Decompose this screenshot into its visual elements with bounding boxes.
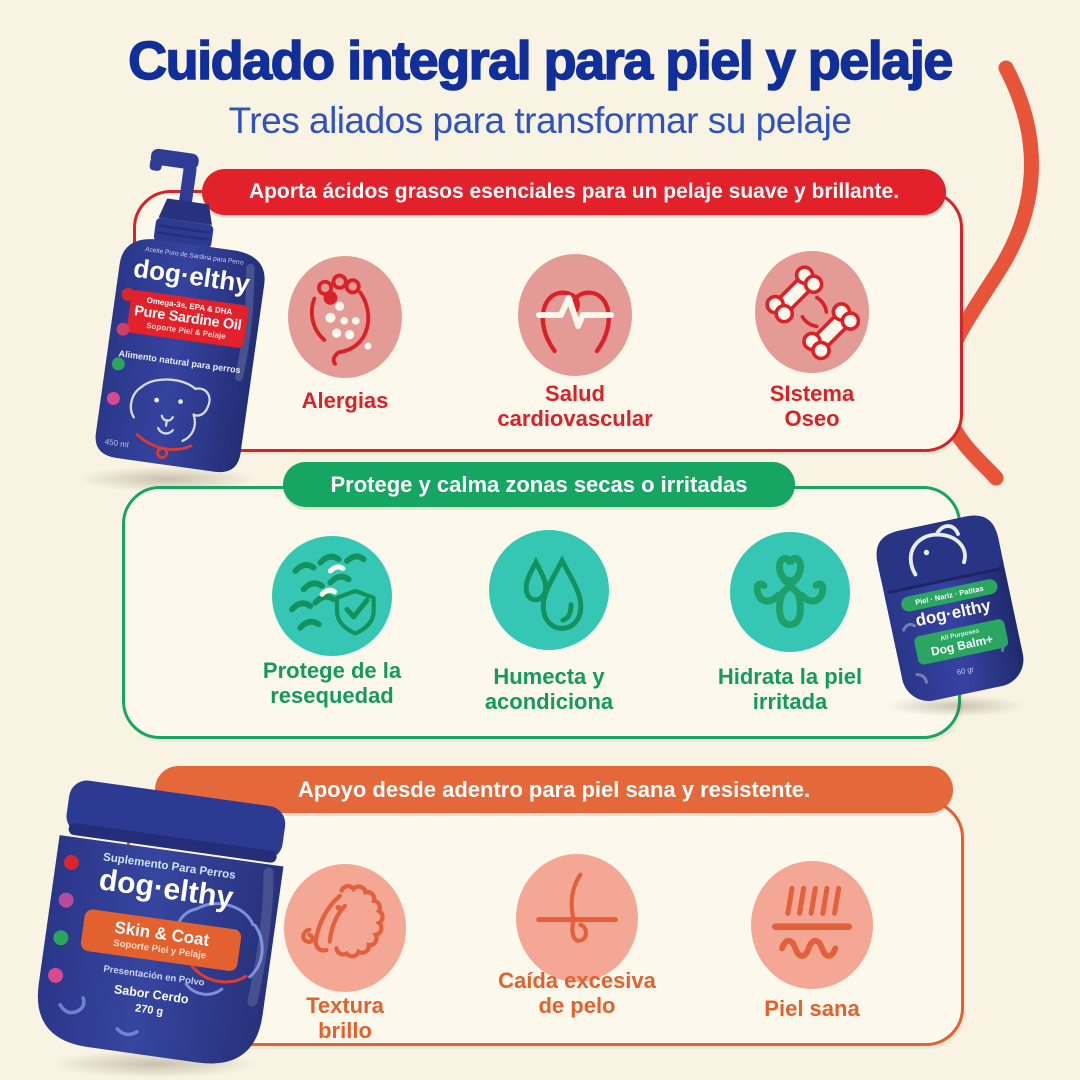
benefit-label-piel-sana: Piel sana [764, 996, 860, 1021]
bones-joint-icon [765, 265, 860, 361]
benefit-circle-caida [516, 854, 638, 982]
heart-ekg-icon [536, 290, 614, 354]
hair-follicle-icon [536, 872, 618, 943]
benefit-circle-alergias [288, 256, 402, 378]
benefit-circle-piel-sana [751, 861, 873, 989]
benefit-circle-resequedad [272, 536, 392, 656]
banner-dog-balm: Protege y calma zonas secas o irritadas [283, 462, 795, 507]
benefit-label-oseo: SIstema Oseo [769, 381, 855, 431]
benefit-label-humecta: Humecta y acondiciona [484, 664, 614, 714]
fur-shield-check-icon [289, 553, 376, 636]
benefit-circle-textura [284, 864, 406, 992]
product-sardine-oil-bottle: Aceite Puro de Sardina para Perro dog·el… [62, 144, 302, 494]
banner-sardine-oil: Aporta ácidos grasos esenciales para un … [202, 169, 946, 215]
benefit-circle-cardio [518, 254, 632, 376]
product-dog-balm: Piel · Nariz · Patitas dog·elthy All Pur… [870, 503, 1040, 733]
soothed-dog-icon [753, 555, 827, 629]
product-shadow [885, 695, 1025, 717]
benefit-label-cardio: Salud cardiovascular [497, 381, 653, 431]
benefit-label-alergias: Alergias [301, 388, 389, 413]
product-skin-coat-jar: Suplemento Para Perros dog·elthy Skin & … [25, 780, 295, 1080]
healthy-skin-icon [772, 885, 852, 959]
benefit-circle-oseo [755, 251, 869, 373]
balm-drawing [876, 515, 1024, 701]
paw-allergy-icon [309, 273, 372, 366]
page-title: Cuidado integral para piel y pelaje [127, 30, 954, 92]
banner-skin-coat: Apoyo desde adentro para piel sana y res… [155, 766, 953, 813]
benefit-label-textura: Textura brillo [306, 993, 384, 1043]
benefit-label-caida: Caída excesiva de pelo [498, 968, 656, 1018]
banner-sardine-oil-text: Aporta ácidos grasos esenciales para un … [248, 180, 900, 203]
banner-skin-coat-text: Apoyo desde adentro para piel sana y res… [297, 776, 811, 802]
benefit-label-resequedad: Protege de la resequedad [262, 658, 402, 708]
banner-dog-balm-text: Protege y calma zonas secas o irritadas [330, 471, 748, 497]
benefit-label-hidrata: Hidrata la piel irritada [717, 664, 863, 714]
benefit-circle-humecta [489, 530, 609, 650]
bottle-dog-illustration [129, 378, 211, 459]
water-drops-icon [523, 555, 584, 631]
shiny-coat-dog-icon [301, 883, 385, 959]
benefit-circle-hidrata [730, 532, 850, 652]
page-subtitle: Tres aliados para transformar su pelaje [228, 100, 852, 141]
